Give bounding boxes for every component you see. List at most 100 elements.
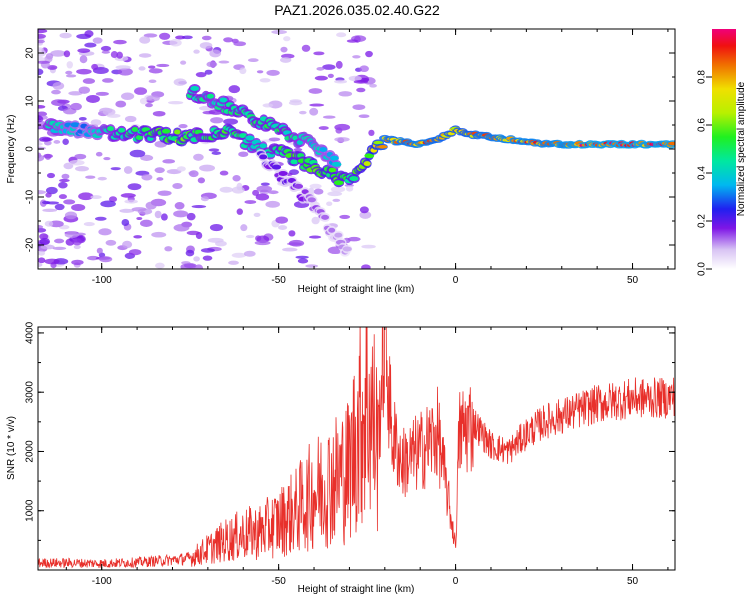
heatmap-ridge-blob xyxy=(107,126,114,132)
heatmap-noise-blob xyxy=(95,91,109,96)
heatmap-noise-blob xyxy=(238,151,249,157)
heatmap-noise-blob xyxy=(110,167,121,171)
heatmap-noise-blob xyxy=(260,182,270,186)
heatmap-noise-blob xyxy=(101,50,110,54)
heatmap-noise-blob xyxy=(186,212,196,221)
heatmap-noise-blob xyxy=(136,216,143,221)
heatmap-noise-blob xyxy=(103,156,111,161)
heatmap-noise-blob xyxy=(105,239,117,246)
heatmap-noise-blob xyxy=(134,87,148,95)
heatmap-noise-blob xyxy=(38,68,44,76)
y-tick-label: 20 xyxy=(25,47,36,59)
heatmap-noise-blob xyxy=(76,68,92,75)
heatmap-noise-blob xyxy=(209,49,221,58)
heatmap-noise-blob xyxy=(86,94,100,103)
heatmap-noise-blob xyxy=(335,60,343,69)
heatmap-noise-blob xyxy=(65,70,73,75)
heatmap-noise-blob xyxy=(228,85,241,94)
x-tick-label: -50 xyxy=(271,275,286,286)
heatmap-noise-blob xyxy=(148,68,163,74)
heatmap-noise-blob xyxy=(204,69,213,75)
heatmap-noise-blob xyxy=(78,86,90,94)
heatmap-noise-blob xyxy=(140,219,153,227)
heatmap-noise-blob xyxy=(278,225,288,230)
colorbar-tick-label: 0.2 xyxy=(697,214,708,228)
heatmap-noise-blob xyxy=(200,248,215,253)
heatmap-noise-blob xyxy=(115,100,127,108)
heatmap-noise-blob xyxy=(91,63,99,71)
heatmap-noise-blob xyxy=(210,117,224,124)
heatmap-ridge-blob xyxy=(342,246,352,252)
heatmap-noise-blob xyxy=(160,213,168,221)
x-tick-label: 50 xyxy=(627,576,639,587)
heatmap-noise-blob xyxy=(157,190,172,196)
heatmap-noise-blob xyxy=(59,178,70,183)
heatmap-noise-blob xyxy=(120,208,131,213)
heatmap-ridge-blob xyxy=(307,197,316,203)
heatmap-noise-blob xyxy=(197,177,206,184)
heatmap-noise-blob xyxy=(173,224,190,232)
heatmap-noise-blob xyxy=(368,129,375,137)
heatmap-ridge-blob xyxy=(259,154,268,160)
heatmap-noise-blob xyxy=(339,214,351,219)
y-tick-label: 10 xyxy=(25,95,36,107)
heatmap-noise-blob xyxy=(63,50,71,58)
heatmap-noise-blob xyxy=(47,65,58,70)
heatmap-noise-blob xyxy=(139,36,151,44)
heatmap-noise-blob xyxy=(167,100,184,105)
heatmap-noise-blob xyxy=(64,211,78,220)
heatmap-noise-blob xyxy=(100,45,112,52)
heatmap-noise-blob xyxy=(73,244,81,250)
heatmap-noise-blob xyxy=(202,110,216,115)
heatmap-noise-blob xyxy=(178,123,188,129)
heatmap-noise-blob xyxy=(208,148,220,152)
heatmap-ridge-blob xyxy=(363,161,371,167)
heatmap-noise-blob xyxy=(365,50,373,58)
snr-frame xyxy=(37,326,676,571)
heatmap-noise-blob xyxy=(164,246,173,252)
colorbar-tick-label: 0.8 xyxy=(697,70,708,84)
heatmap-noise-blob xyxy=(347,236,361,242)
heatmap-noise-blob xyxy=(348,75,362,82)
heatmap-noise-blob xyxy=(54,238,65,244)
heatmap-noise-blob xyxy=(44,220,54,227)
heatmap-ridge-blob xyxy=(364,153,375,159)
heatmap-noise-blob xyxy=(162,159,176,164)
heatmap-noise-blob xyxy=(85,175,96,179)
heatmap-noise-blob xyxy=(359,206,369,214)
heatmap-noise-blob xyxy=(193,153,204,161)
heatmap-ridge-blob xyxy=(334,232,343,238)
heatmap-noise-blob xyxy=(322,64,336,70)
heatmap-noise-blob xyxy=(58,181,68,189)
y-tick-label: -10 xyxy=(25,189,36,204)
heatmap-noise-blob xyxy=(219,170,229,176)
heatmap-ridge-blob xyxy=(174,129,181,135)
heatmap-noise-blob xyxy=(322,115,336,119)
heatmap-noise-blob xyxy=(79,55,88,64)
snr-series-line xyxy=(38,327,675,569)
heatmap-noise-blob xyxy=(253,212,261,217)
heatmap-noise-blob xyxy=(313,51,325,56)
heatmap-noise-blob xyxy=(255,235,262,242)
colorbar-gradient xyxy=(712,29,736,269)
y-tick-label: -20 xyxy=(25,237,36,252)
heatmap-noise-blob xyxy=(256,70,264,74)
heatmap-noise-blob xyxy=(356,87,366,93)
heatmap-noise-blob xyxy=(52,246,67,251)
heatmap-noise-blob xyxy=(98,228,112,236)
heatmap-noise-blob xyxy=(96,247,103,254)
heatmap-ridge-blob xyxy=(373,140,384,145)
heatmap-noise-blob xyxy=(116,51,123,59)
heatmap-noise-blob xyxy=(332,198,341,202)
heatmap-ridge-blob xyxy=(667,141,675,146)
heatmap-noise-blob xyxy=(193,49,200,54)
heatmap-noise-blob xyxy=(239,67,247,75)
heatmap-noise-blob xyxy=(195,71,207,78)
heatmap-noise-blob xyxy=(199,42,213,49)
heatmap-noise-blob xyxy=(63,199,76,205)
heatmap-noise-blob xyxy=(52,81,65,90)
heatmap-noise-blob xyxy=(193,256,200,262)
heatmap-noise-blob xyxy=(123,166,133,174)
heatmap-ridge-blob xyxy=(131,126,139,132)
